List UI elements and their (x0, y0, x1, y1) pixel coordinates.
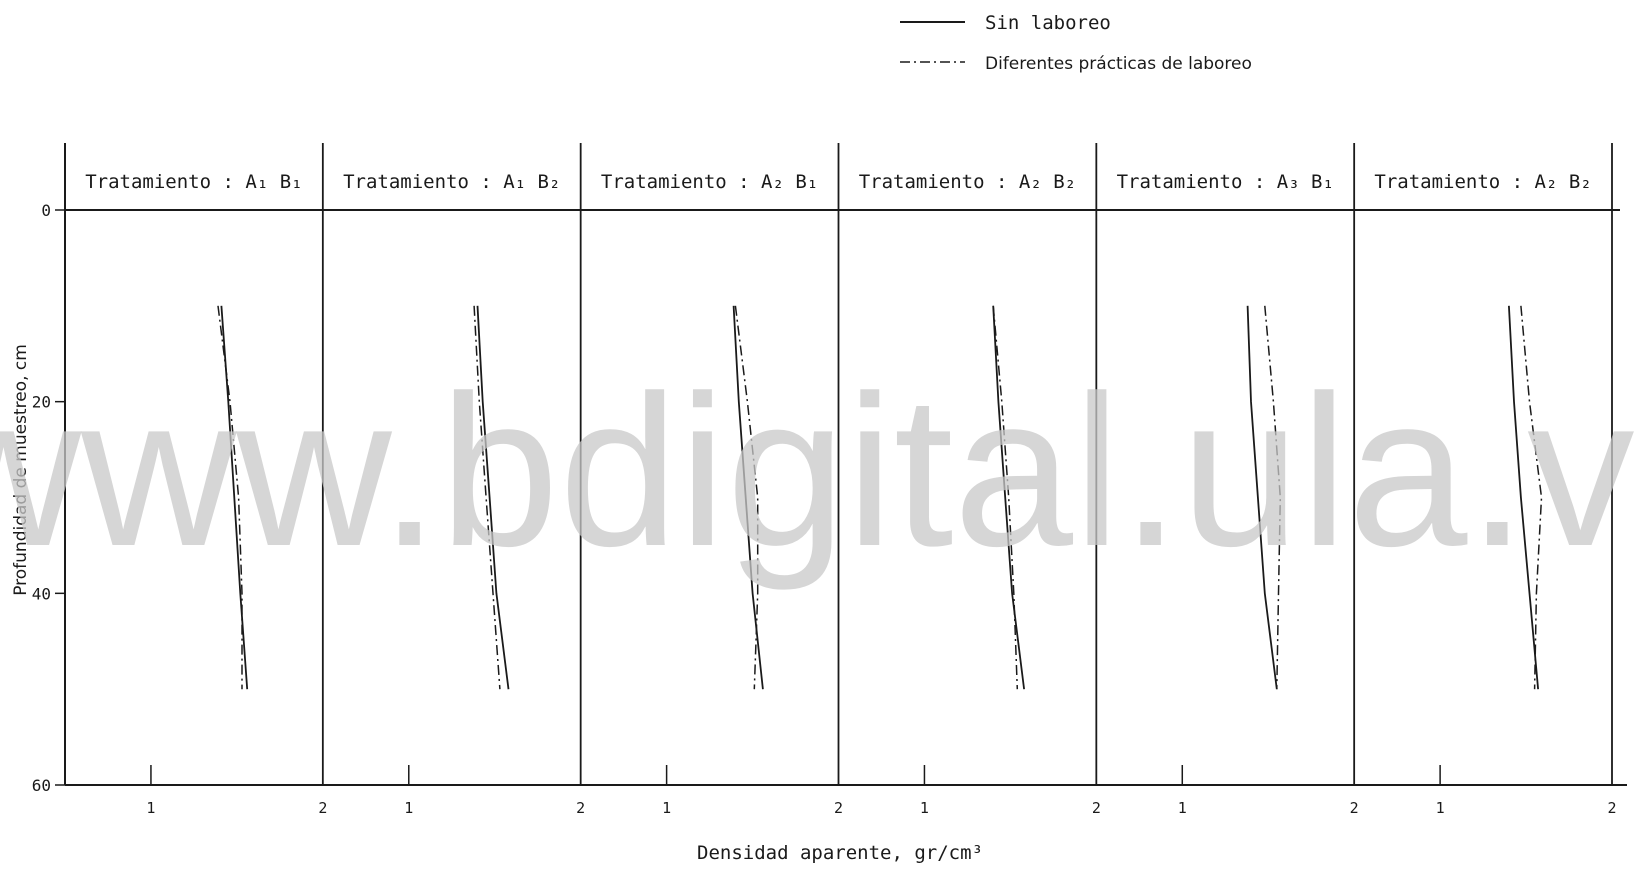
legend-label-sin-laboreo: Sin laboreo (985, 12, 1111, 34)
x-tick-label: 1 (146, 799, 155, 817)
series-line-sin-laboreo (476, 305, 510, 690)
panel-title: Tratamiento : A₁ B₁ (85, 171, 302, 193)
panel-title: Tratamiento : A₂ B₂ (859, 171, 1076, 193)
y-axis-label: Profundidad de muestreo, cm (11, 344, 31, 596)
series-line-laboreo (217, 305, 243, 690)
x-tick-label: 2 (1607, 799, 1616, 817)
x-tick-label: 1 (662, 799, 671, 817)
panel-title: Tratamiento : A₁ B₂ (343, 171, 560, 193)
series-line-sin-laboreo (1508, 305, 1539, 690)
series-line-laboreo (734, 305, 759, 690)
series-line-laboreo (473, 305, 501, 690)
panel-title: Tratamiento : A₃ B₁ (1117, 171, 1334, 193)
panel-title: Tratamiento : A₂ B₂ (1374, 171, 1591, 193)
x-tick-label: 2 (834, 799, 843, 817)
y-tick-label: 0 (41, 201, 51, 220)
x-tick-label: 1 (920, 799, 929, 817)
series-line-laboreo (1264, 305, 1282, 690)
series-line-sin-laboreo (220, 305, 249, 690)
y-tick-label: 60 (32, 776, 51, 795)
x-tick-label: 2 (1092, 799, 1101, 817)
series-line-laboreo (1520, 305, 1543, 690)
legend: Sin laboreo Diferentes prácticas de labo… (900, 12, 1252, 74)
x-tick-label: 1 (1436, 799, 1445, 817)
legend-label-laboreo: Diferentes prácticas de laboreo (985, 54, 1252, 74)
series-lines (217, 305, 1543, 690)
x-tick-label: 1 (404, 799, 413, 817)
series-line-laboreo (992, 305, 1019, 690)
x-tick-label: 2 (576, 799, 585, 817)
x-axis-label: Densidad aparente, gr/cm³ (697, 842, 983, 864)
series-line-sin-laboreo (992, 305, 1025, 690)
y-tick-label: 40 (32, 584, 51, 603)
x-tick-label: 1 (1178, 799, 1187, 817)
series-line-sin-laboreo (1246, 305, 1278, 690)
y-tick-label: 20 (32, 393, 51, 412)
watermark: www.bdigital.ula.ve (0, 350, 1643, 591)
x-tick-label: 2 (318, 799, 327, 817)
axes: 0 20 40 60 1 2 1 2 1 2 1 2 1 2 1 2 (32, 143, 1627, 817)
panel-titles: Tratamiento : A₁ B₁ Tratamiento : A₁ B₂ Tr… (85, 171, 1592, 193)
x-tick-label: 2 (1350, 799, 1359, 817)
panel-title: Tratamiento : A₂ B₁ (601, 171, 818, 193)
